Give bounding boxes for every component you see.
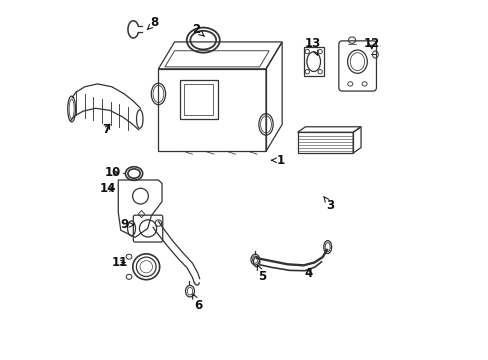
Text: 2: 2 bbox=[192, 23, 203, 36]
Text: 6: 6 bbox=[192, 294, 202, 312]
Text: 13: 13 bbox=[304, 37, 320, 55]
Text: 9: 9 bbox=[120, 218, 134, 231]
Text: 12: 12 bbox=[363, 37, 379, 50]
Text: 14: 14 bbox=[99, 183, 116, 195]
Text: 7: 7 bbox=[102, 123, 110, 136]
Text: 11: 11 bbox=[112, 256, 128, 269]
Text: 5: 5 bbox=[257, 265, 266, 283]
Text: 1: 1 bbox=[271, 154, 284, 167]
Text: 10: 10 bbox=[104, 166, 121, 179]
Text: 8: 8 bbox=[147, 17, 158, 30]
Text: 4: 4 bbox=[305, 267, 312, 280]
Text: 3: 3 bbox=[323, 197, 334, 212]
